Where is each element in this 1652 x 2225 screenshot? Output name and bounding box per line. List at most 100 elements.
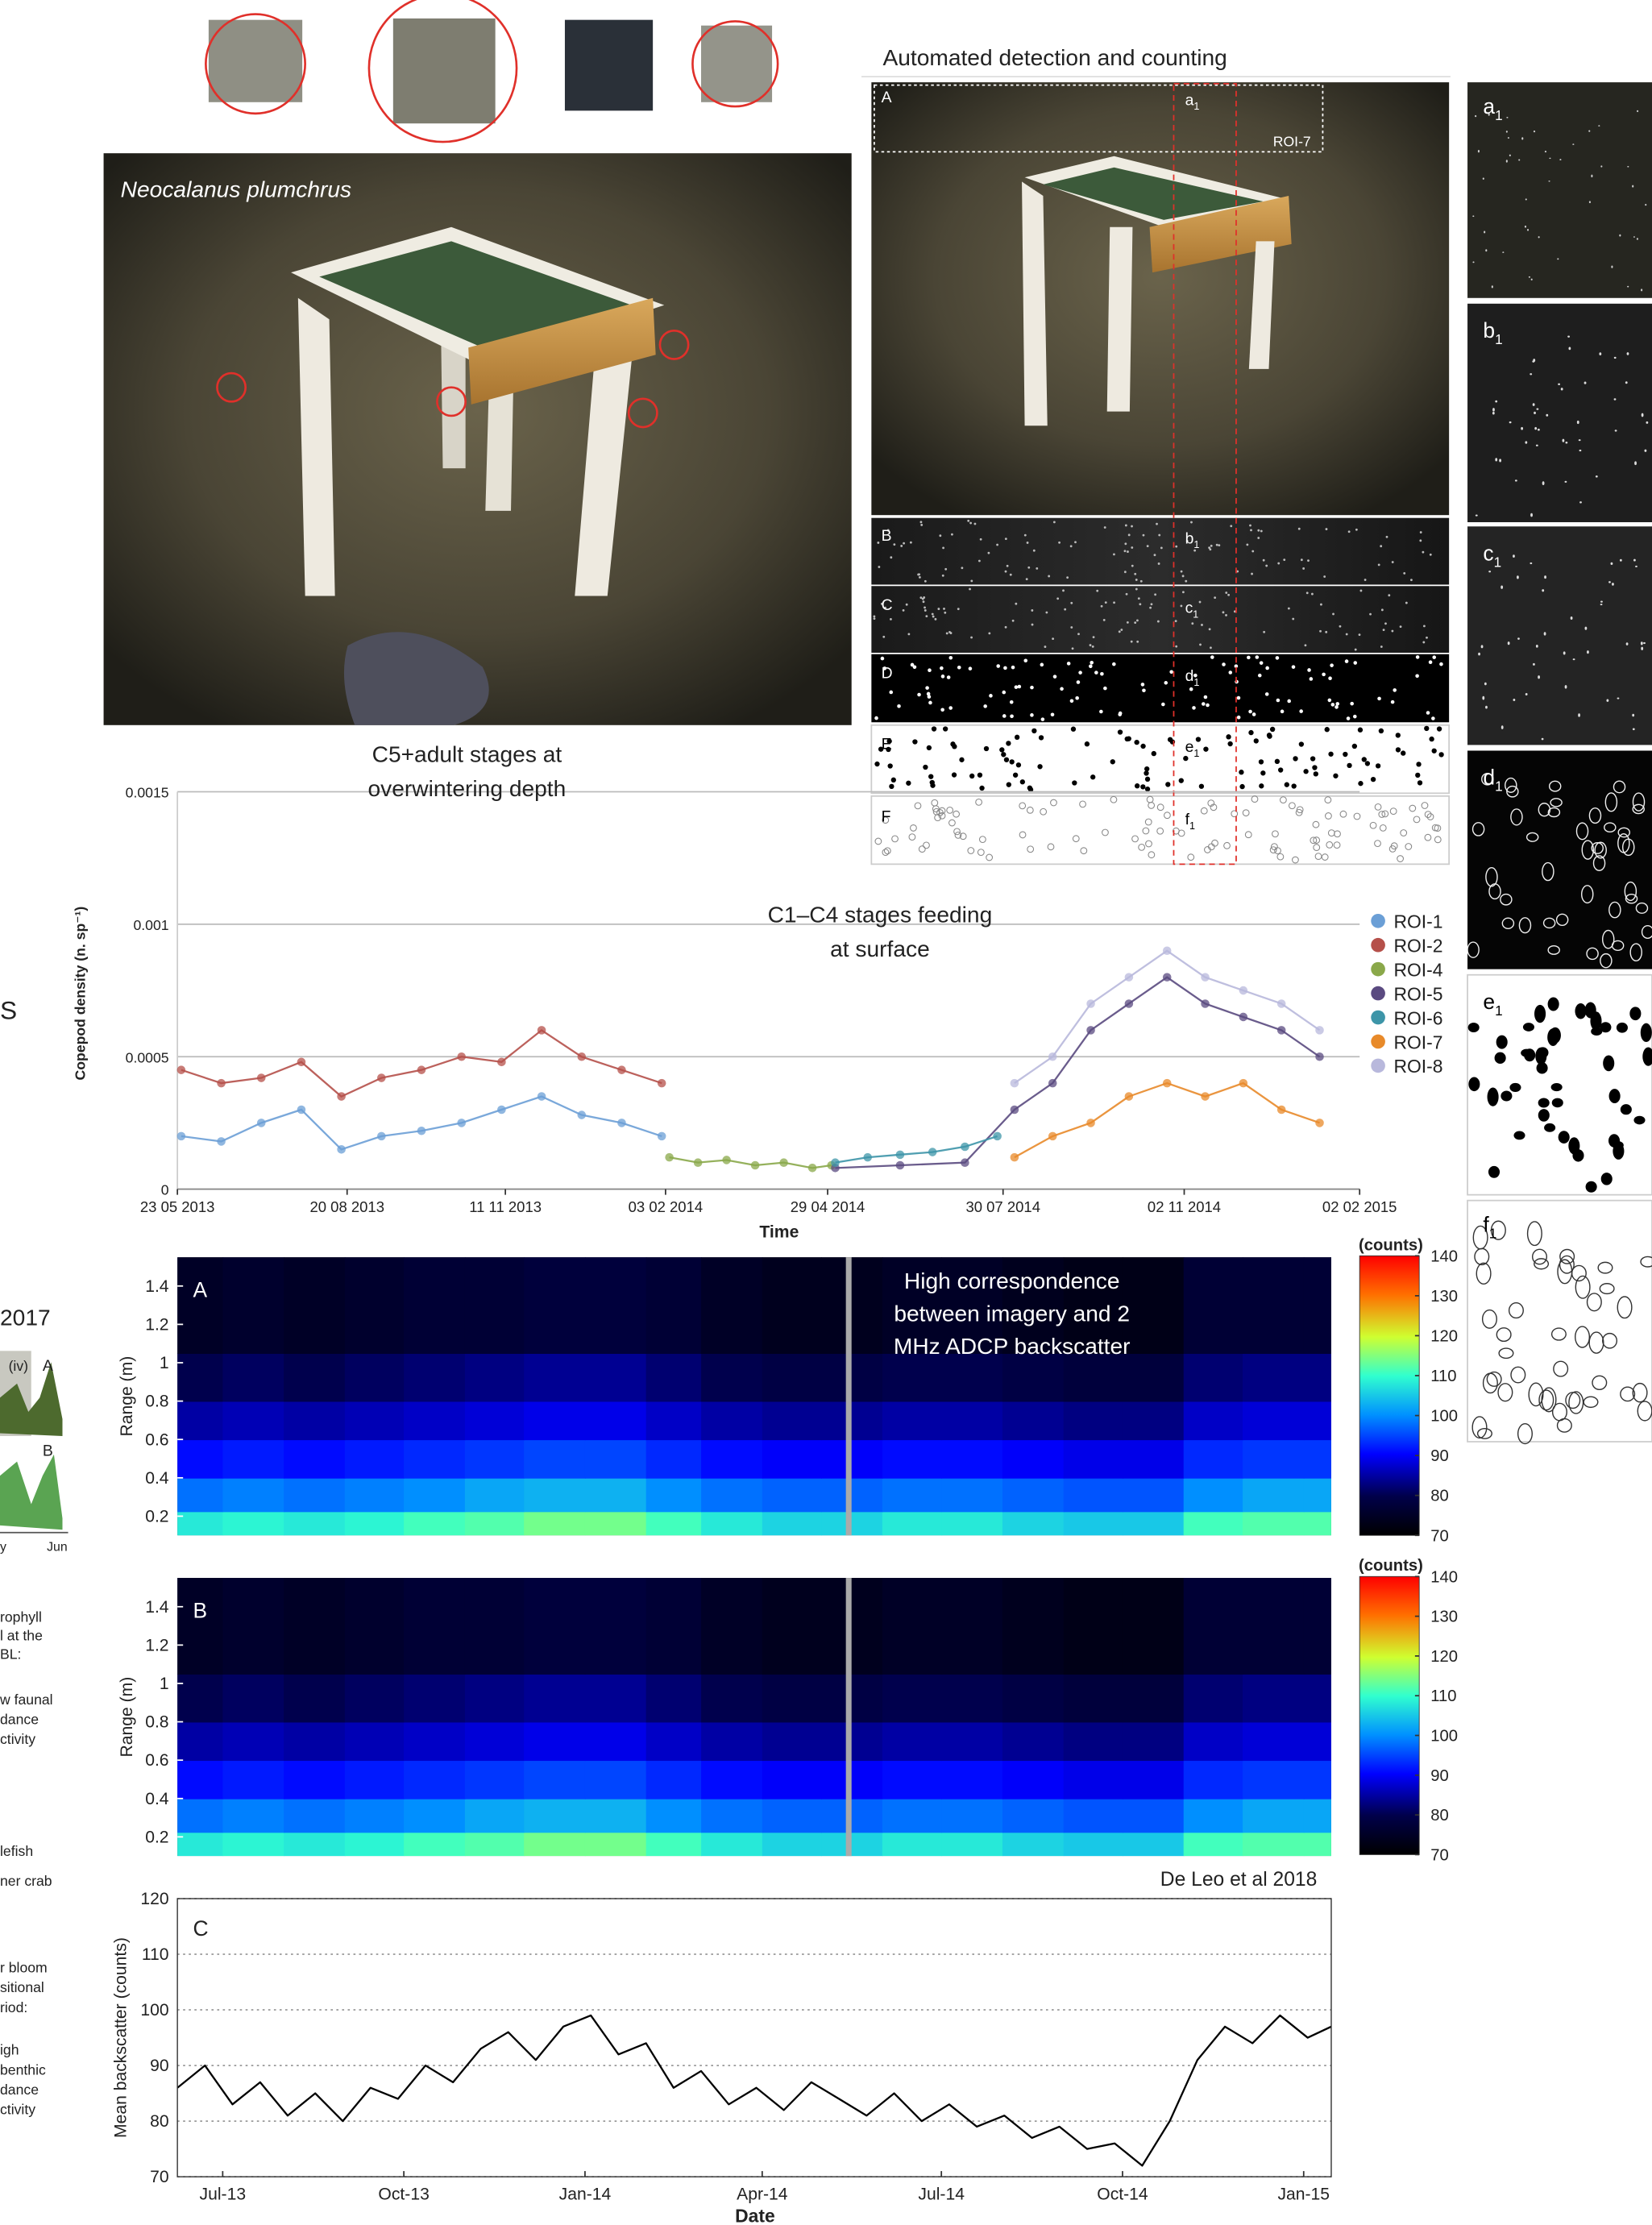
particle xyxy=(1053,675,1057,679)
y-tick-label: 70 xyxy=(150,2168,169,2186)
particle xyxy=(1645,204,1646,205)
particle xyxy=(1343,752,1347,757)
particle xyxy=(1265,565,1268,567)
roi-letter: a xyxy=(1483,94,1495,118)
particle xyxy=(1633,728,1635,730)
particle xyxy=(1127,621,1129,624)
heatmap-cell xyxy=(284,1439,346,1478)
particle xyxy=(1588,130,1590,131)
particle xyxy=(873,615,875,617)
particle xyxy=(1432,655,1436,659)
particle xyxy=(1070,626,1073,629)
legend-marker xyxy=(1371,1035,1385,1049)
strip-label: E xyxy=(882,736,892,753)
legend-label: ROI-8 xyxy=(1393,1056,1442,1077)
particle xyxy=(1230,525,1232,527)
particle xyxy=(1429,737,1434,741)
particle xyxy=(1534,412,1536,414)
particle xyxy=(1204,695,1208,699)
particle xyxy=(1386,536,1388,538)
particle xyxy=(932,726,936,731)
heatmap-cell xyxy=(1304,1799,1366,1833)
particle xyxy=(920,524,923,526)
particle xyxy=(1260,530,1263,533)
particle xyxy=(1419,539,1422,542)
particle xyxy=(1532,360,1534,362)
x-tick-label: Apr-14 xyxy=(737,2185,788,2203)
strip-label: D xyxy=(882,665,893,683)
heatmap-cell xyxy=(1304,1257,1366,1354)
particle xyxy=(1495,401,1497,403)
particle xyxy=(1563,439,1565,442)
particle xyxy=(1157,621,1160,623)
annotation: between imagery and 2 xyxy=(894,1300,1130,1326)
particle xyxy=(1485,249,1487,251)
heatmap-cell xyxy=(164,1353,223,1401)
heatmap-cell xyxy=(646,1674,702,1722)
y-axis-label: Mean backscatter (counts) xyxy=(112,1937,131,2138)
particle xyxy=(1475,115,1476,117)
particle xyxy=(1544,1123,1555,1132)
heatmap-cell xyxy=(1243,1799,1305,1833)
particle xyxy=(1320,604,1322,606)
particle xyxy=(1131,641,1133,643)
heatmap-cell xyxy=(164,1674,223,1722)
heatmap-cell xyxy=(222,1760,284,1799)
particle xyxy=(881,657,885,661)
particle xyxy=(1513,699,1515,701)
particle xyxy=(1010,759,1015,764)
fragment-text: igh xyxy=(0,2042,19,2058)
particle xyxy=(1134,621,1136,624)
roi-letter: c xyxy=(1185,600,1193,617)
particle xyxy=(1609,1089,1621,1103)
particle xyxy=(1393,688,1397,692)
y-tick-label: 0.4 xyxy=(145,1469,169,1488)
y-tick-label: 0.8 xyxy=(145,1393,168,1411)
particle xyxy=(1606,699,1608,702)
credit: De Leo et al 2018 xyxy=(1160,1869,1318,1891)
particle xyxy=(1143,534,1145,537)
heatmap-cell xyxy=(345,1760,405,1799)
particle xyxy=(957,608,960,610)
particle xyxy=(1246,543,1248,546)
heatmap-cell xyxy=(345,1257,405,1354)
panel-label: C xyxy=(193,1916,209,1941)
particle xyxy=(1218,544,1220,546)
particle xyxy=(1328,752,1333,757)
heatmap-cell xyxy=(222,1578,284,1675)
heatmap-cell xyxy=(222,1511,284,1536)
heatmap-cell xyxy=(882,1353,942,1401)
particle xyxy=(1135,588,1138,591)
particle xyxy=(1355,529,1358,531)
stool-leg xyxy=(1107,227,1133,412)
particle xyxy=(1006,741,1011,745)
particle xyxy=(911,663,915,667)
particle xyxy=(1483,177,1484,180)
particle xyxy=(1209,628,1211,630)
x-tick-label: Jul-14 xyxy=(918,2185,965,2203)
heatmap-cell xyxy=(1064,1401,1123,1440)
particle xyxy=(1322,673,1326,677)
heatmap-cell xyxy=(762,1832,822,1857)
heatmap-cell xyxy=(345,1722,405,1761)
colorbar-tick-label: 100 xyxy=(1430,1408,1458,1426)
particle xyxy=(1533,403,1535,406)
particle xyxy=(1513,1131,1525,1140)
particle xyxy=(1355,649,1357,651)
heatmap-cell xyxy=(941,1478,1003,1513)
particle xyxy=(1377,697,1381,701)
particle xyxy=(1092,645,1094,648)
detection-photo xyxy=(871,82,1449,515)
y-tick-label: 1 xyxy=(160,1675,169,1693)
particle xyxy=(1007,782,1011,787)
heatmap-cell xyxy=(465,1511,525,1536)
particle xyxy=(889,784,894,789)
y-tick-label: 0.2 xyxy=(145,1507,168,1526)
particle xyxy=(939,534,941,537)
heatmap-cell xyxy=(404,1832,466,1857)
particle xyxy=(1026,578,1028,580)
particle xyxy=(1037,764,1042,769)
heatmap-cell xyxy=(345,1439,405,1478)
particle xyxy=(1617,1023,1628,1033)
fragment-text: dance xyxy=(0,2082,39,2098)
